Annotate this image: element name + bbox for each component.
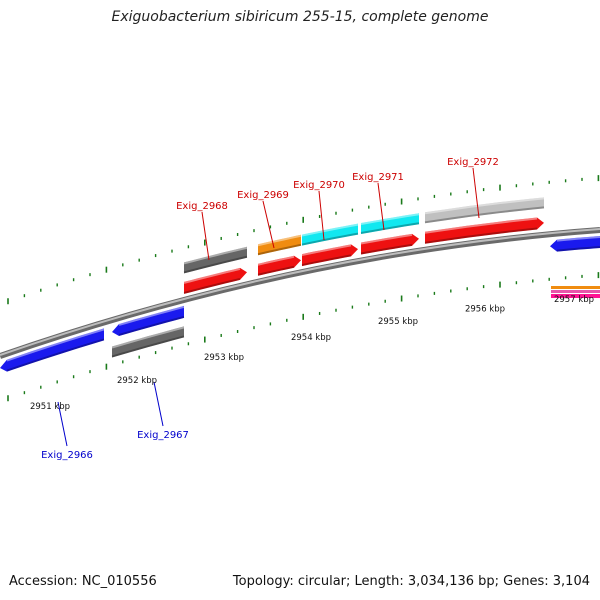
gene-track-Exig_2968 (183, 267, 247, 294)
leader-line-Exig_2972 (472, 167, 480, 219)
kbp-label: 2952 kbp (117, 376, 157, 386)
gene-cog-partial-pink (551, 290, 600, 293)
gene-labels: Exig_2966 Exig_2967 Exig_2968 Exig_2969 Exig… (41, 157, 499, 461)
topology-text: Topology: circular; Length: 3,034,136 bp… (232, 574, 590, 589)
gene-track-Exig_2969 (257, 255, 301, 276)
leader-line-Exig_2967 (153, 381, 164, 427)
gene-cog-Exig_2971 (360, 213, 420, 235)
leader-line-Exig_2969 (262, 200, 275, 249)
gene-cog-partial-orange (551, 286, 600, 289)
gene-cog-partial-magenta (551, 294, 600, 298)
kbp-label: 2953 kbp (204, 353, 244, 363)
gene-cog-Exig_2969 (257, 234, 302, 256)
gene-cog-Exig_2970 (301, 223, 359, 246)
leader-line-Exig_2968 (201, 211, 210, 261)
gene-label-Exig_2969[interactable]: Exig_2969 (237, 190, 289, 201)
leader-line-Exig_2971 (377, 182, 385, 231)
gene-cog-Exig_2968 (183, 246, 248, 274)
gene-label-Exig_2972[interactable]: Exig_2972 (447, 157, 499, 168)
gene-track-Exig_2967 (112, 305, 185, 336)
gene-cog-Exig_2972 (424, 197, 545, 224)
gene-label-Exig_2966[interactable]: Exig_2966 (41, 450, 93, 461)
tick-marks (7, 175, 600, 402)
gene-label-Exig_2971[interactable]: Exig_2971 (352, 172, 404, 183)
kbp-label: 2957 kbp (554, 295, 594, 305)
map-title: Exiguobacterium sibiricum 255-15, comple… (111, 9, 489, 25)
gene-label-Exig_2967[interactable]: Exig_2967 (137, 430, 189, 441)
gene-cog-Exig_2967 (111, 326, 185, 358)
leader-line-Exig_2966 (57, 401, 68, 447)
kbp-label: 2955 kbp (378, 317, 418, 327)
gene-track-Exig_2966 (0, 328, 105, 372)
gene-features (0, 197, 600, 372)
kbp-label: 2954 kbp (291, 333, 331, 343)
gene-label-Exig_2970[interactable]: Exig_2970 (293, 180, 345, 191)
gene-track-Exig_2971 (360, 233, 419, 255)
gene-label-Exig_2968[interactable]: Exig_2968 (176, 201, 228, 212)
backbone-highlight (0, 228, 600, 356)
accession-text: Accession: NC_010556 (9, 574, 157, 589)
gene-track-Exig_2970 (301, 244, 358, 267)
genome-backbone (0, 227, 600, 359)
gene-track-Exig_2972 (424, 217, 544, 244)
kbp-label: 2951 kbp (30, 402, 70, 412)
kbp-label: 2956 kbp (465, 304, 505, 314)
kbp-scale: 2951 kbp 2952 kbp 2953 kbp 2954 kbp 2955 kbp… (30, 295, 594, 412)
leader-line-Exig_2970 (318, 190, 325, 241)
gene-track-partial-right (550, 236, 600, 252)
